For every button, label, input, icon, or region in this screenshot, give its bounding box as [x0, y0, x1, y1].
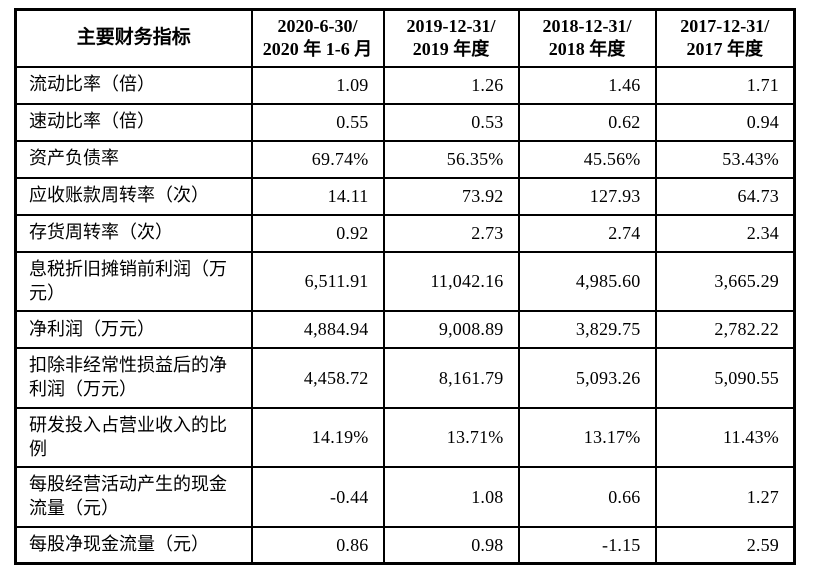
period-date-line: 2017-12-31/ — [680, 16, 770, 36]
value-cell: 4,884.94 — [250, 310, 385, 350]
value-cell: 11,042.16 — [382, 250, 520, 313]
value-cell: 2.73 — [382, 213, 520, 253]
value-cell: 2.34 — [654, 213, 796, 253]
value-cell: 13.71% — [382, 406, 520, 469]
value-cell: 2.74 — [517, 213, 657, 253]
period-label-line: 2017 年度 — [686, 39, 764, 60]
indicator-label: 存货周转率（次） — [14, 213, 253, 253]
value-cell: 4,985.60 — [517, 250, 657, 313]
table-row-net-profit-excl-nonrecurring: 扣除非经常性损益后的净利润（万元） 4,458.72 8,161.79 5,09… — [14, 347, 796, 409]
value-cell: 6,511.91 — [250, 250, 385, 313]
period-column-header-2019: 2019-12-31/ 2019 年度 — [382, 8, 520, 68]
value-cell: -1.15 — [517, 525, 657, 565]
table-row-net-profit: 净利润（万元） 4,884.94 9,008.89 3,829.75 2,782… — [14, 310, 796, 350]
value-cell: 2.59 — [654, 525, 796, 565]
value-cell: 53.43% — [654, 139, 796, 179]
header-row: 主要财务指标 2020-6-30/ 2020 年 1-6 月 2019-12-3… — [14, 8, 796, 68]
value-cell: 64.73 — [654, 176, 796, 216]
value-cell: 3,665.29 — [654, 250, 796, 313]
value-cell: 9,008.89 — [382, 310, 520, 350]
value-cell: 13.17% — [517, 406, 657, 469]
value-cell: 73.92 — [382, 176, 520, 216]
value-cell: 56.35% — [382, 139, 520, 179]
value-cell: 127.93 — [517, 176, 657, 216]
table-row-inventory-turnover: 存货周转率（次） 0.92 2.73 2.74 2.34 — [14, 213, 796, 253]
value-cell: 1.46 — [517, 65, 657, 105]
value-cell: 4,458.72 — [250, 347, 385, 409]
value-cell: 1.26 — [382, 65, 520, 105]
table-row-quick-ratio: 速动比率（倍） 0.55 0.53 0.62 0.94 — [14, 102, 796, 142]
financial-indicators-table: 主要财务指标 2020-6-30/ 2020 年 1-6 月 2019-12-3… — [14, 8, 796, 565]
value-cell: 5,090.55 — [654, 347, 796, 409]
period-date-line: 2018-12-31/ — [542, 16, 632, 36]
value-cell: 1.09 — [250, 65, 385, 105]
period-date-line: 2020-6-30/ — [277, 16, 358, 36]
table-row-debt-ratio: 资产负债率 69.74% 56.35% 45.56% 53.43% — [14, 139, 796, 179]
period-label-line: 2019 年度 — [412, 39, 490, 60]
value-cell: 2,782.22 — [654, 310, 796, 350]
period-column-header-2018: 2018-12-31/ 2018 年度 — [517, 8, 657, 68]
indicator-label: 每股经营活动产生的现金流量（元） — [14, 466, 253, 528]
value-cell: 0.86 — [250, 525, 385, 565]
value-cell: 1.08 — [382, 466, 520, 528]
table-row-rd-revenue-ratio: 研发投入占营业收入的比例 14.19% 13.71% 13.17% 11.43% — [14, 406, 796, 469]
value-cell: 1.71 — [654, 65, 796, 105]
value-cell: 14.19% — [250, 406, 385, 469]
period-label-line: 2020 年 1-6 月 — [262, 39, 373, 60]
indicator-label: 每股净现金流量（元） — [14, 525, 253, 565]
table-row-receivables-turnover: 应收账款周转率（次） 14.11 73.92 127.93 64.73 — [14, 176, 796, 216]
period-column-header-2017: 2017-12-31/ 2017 年度 — [654, 8, 796, 68]
indicator-column-header: 主要财务指标 — [14, 8, 253, 68]
indicator-label: 资产负债率 — [14, 139, 253, 179]
value-cell: 8,161.79 — [382, 347, 520, 409]
value-cell: 0.62 — [517, 102, 657, 142]
indicator-label: 扣除非经常性损益后的净利润（万元） — [14, 347, 253, 409]
value-cell: 0.98 — [382, 525, 520, 565]
indicator-label: 息税折旧摊销前利润（万元） — [14, 250, 253, 313]
value-cell: 1.27 — [654, 466, 796, 528]
period-column-header-2020: 2020-6-30/ 2020 年 1-6 月 — [250, 8, 385, 68]
value-cell: 0.66 — [517, 466, 657, 528]
value-cell: 69.74% — [250, 139, 385, 179]
indicator-label: 研发投入占营业收入的比例 — [14, 406, 253, 469]
value-cell: 0.92 — [250, 213, 385, 253]
value-cell: 3,829.75 — [517, 310, 657, 350]
table-row-net-cash-flow-per-share: 每股净现金流量（元） 0.86 0.98 -1.15 2.59 — [14, 525, 796, 565]
table-row-operating-cash-flow-per-share: 每股经营活动产生的现金流量（元） -0.44 1.08 0.66 1.27 — [14, 466, 796, 528]
value-cell: 0.55 — [250, 102, 385, 142]
value-cell: 5,093.26 — [517, 347, 657, 409]
value-cell: 45.56% — [517, 139, 657, 179]
indicator-label: 净利润（万元） — [14, 310, 253, 350]
table-row-ebitda: 息税折旧摊销前利润（万元） 6,511.91 11,042.16 4,985.6… — [14, 250, 796, 313]
value-cell: -0.44 — [250, 466, 385, 528]
value-cell: 0.94 — [654, 102, 796, 142]
indicator-label: 速动比率（倍） — [14, 102, 253, 142]
table-row-current-ratio: 流动比率（倍） 1.09 1.26 1.46 1.71 — [14, 65, 796, 105]
value-cell: 14.11 — [250, 176, 385, 216]
value-cell: 0.53 — [382, 102, 520, 142]
indicator-label: 流动比率（倍） — [14, 65, 253, 105]
period-date-line: 2019-12-31/ — [406, 16, 496, 36]
indicator-label: 应收账款周转率（次） — [14, 176, 253, 216]
value-cell: 11.43% — [654, 406, 796, 469]
period-label-line: 2018 年度 — [548, 39, 626, 60]
